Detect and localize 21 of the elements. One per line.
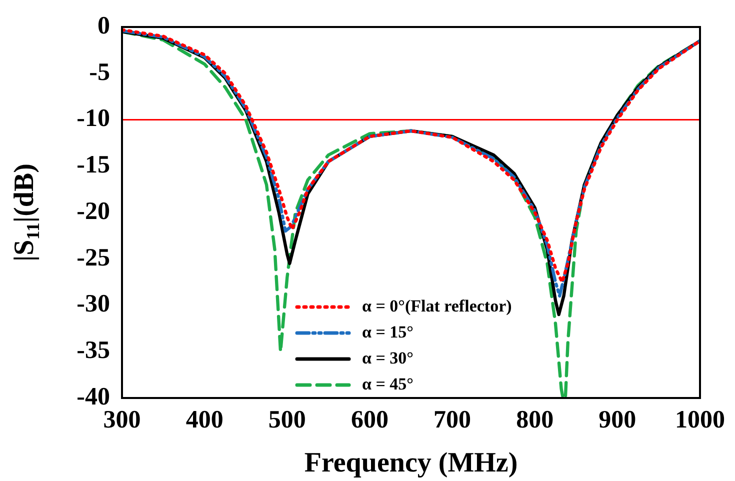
- y-tick-label: -15: [76, 152, 110, 179]
- y-axis-title: |S11|(dB): [9, 164, 44, 262]
- y-tick-label: -35: [76, 337, 110, 364]
- y-tick-label: -30: [76, 290, 110, 318]
- y-tick-label: -20: [76, 198, 110, 225]
- y-tick-label: -10: [76, 105, 110, 132]
- x-axis-title: Frequency (MHz): [304, 447, 518, 478]
- y-tick-label: -25: [76, 244, 110, 272]
- x-tick-label: 700: [434, 406, 472, 434]
- legend-label: α = 15°: [362, 322, 414, 342]
- legend-label: α = 30°: [362, 348, 414, 368]
- x-tick-label: 800: [516, 406, 554, 434]
- x-tick-label: 600: [350, 406, 388, 434]
- x-tick-label: 1000: [675, 406, 725, 434]
- y-tick-label: -5: [89, 58, 110, 86]
- legend-label: α = 45°: [362, 374, 414, 394]
- legend-label: α = 0°(Flat reflector): [362, 296, 512, 316]
- x-tick-label: 400: [186, 406, 224, 434]
- x-tick-label: 500: [268, 406, 306, 434]
- y-tick-label: 0: [98, 12, 110, 40]
- x-tick-label: 900: [598, 406, 636, 434]
